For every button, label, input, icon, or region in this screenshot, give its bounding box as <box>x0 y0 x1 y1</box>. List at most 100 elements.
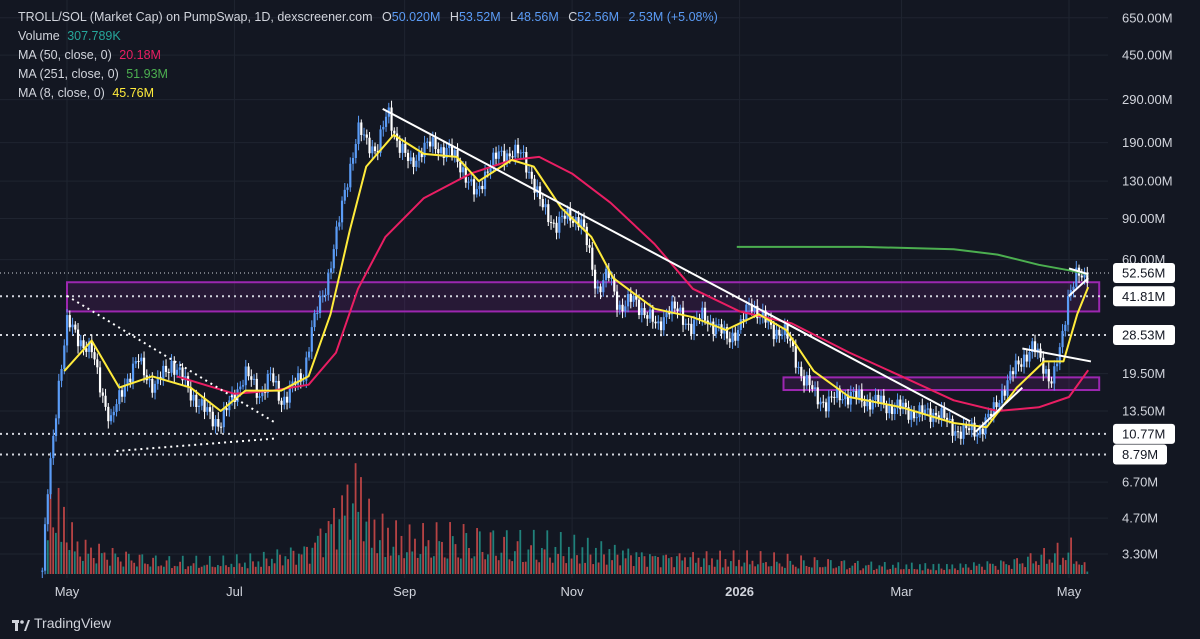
candle-body <box>802 376 806 386</box>
candle-body <box>555 222 558 233</box>
candle-body <box>962 424 965 439</box>
volume-bar <box>106 559 109 574</box>
y-axis-tick-label: 90.00M <box>1122 211 1165 226</box>
trendline <box>974 386 1024 433</box>
candle-body <box>1055 363 1059 367</box>
candle-body <box>82 340 85 349</box>
volume-bar <box>667 558 670 574</box>
volume-bar <box>827 559 829 574</box>
volume-bar <box>319 528 322 574</box>
volume-bar <box>76 541 79 574</box>
chart-title: TROLL/SOL (Market Cap) on PumpSwap, 1D, … <box>18 10 373 24</box>
candle-body <box>428 141 432 147</box>
candle-body <box>206 407 209 412</box>
candle-body <box>505 153 509 164</box>
price-tag-box <box>1113 423 1175 444</box>
volume-bar <box>719 550 721 574</box>
candle-body <box>489 167 492 173</box>
candle-body <box>901 402 905 410</box>
volume-bar <box>349 539 352 574</box>
candle-body <box>775 329 778 340</box>
volume-bar <box>362 541 365 574</box>
volume-bar <box>943 569 946 574</box>
candle-body <box>299 373 302 382</box>
legend-volume-row: Volume 307.789K <box>18 27 718 46</box>
volume-bar <box>549 557 551 574</box>
volume-bar <box>443 557 446 574</box>
volume-bar <box>446 558 449 574</box>
volume-bar <box>800 555 802 574</box>
candle-body <box>890 404 894 414</box>
volume-bar <box>181 555 184 574</box>
volume-bar <box>157 566 160 574</box>
candle-body <box>984 417 987 435</box>
volume-bar <box>759 551 762 574</box>
volume-bar <box>516 541 519 574</box>
volume-bar <box>775 561 778 574</box>
volume-bar <box>233 567 235 574</box>
candle-body <box>591 247 594 270</box>
candle-body <box>60 368 63 381</box>
candle-body <box>285 396 289 403</box>
volume-bar <box>651 556 654 574</box>
volume-bar <box>484 559 487 574</box>
volume-bar <box>52 527 55 574</box>
candle-body <box>68 315 71 328</box>
volume-bar <box>597 562 600 574</box>
volume-bar <box>311 547 314 574</box>
candle-body <box>1083 272 1086 278</box>
candle-body <box>673 301 676 309</box>
volume-bar <box>897 562 900 574</box>
tradingview-brand[interactable]: TradingView <box>12 615 111 631</box>
candle-body <box>1033 341 1037 353</box>
volume-bar <box>1018 563 1021 574</box>
candle-body <box>987 413 990 418</box>
volume-bar <box>918 564 921 574</box>
candle-body <box>714 324 718 335</box>
candle-body <box>283 396 286 405</box>
volume-bar <box>646 566 649 574</box>
volume-bar <box>79 556 82 574</box>
volume-bar <box>135 566 138 574</box>
volume-bar <box>98 543 100 574</box>
volume-bar <box>176 566 179 574</box>
volume-bar <box>497 560 500 574</box>
candle-body <box>833 396 836 398</box>
volume-bar <box>1016 558 1018 574</box>
candle-body <box>409 157 412 161</box>
candle-body <box>626 294 630 307</box>
candle-body <box>272 373 275 383</box>
candle-body <box>954 431 957 436</box>
volume-bar <box>408 524 411 574</box>
volume-bar <box>149 566 152 574</box>
candle-body <box>241 385 245 387</box>
volume-bar <box>189 565 192 574</box>
trendline <box>1068 267 1089 276</box>
volume-bar <box>54 532 57 574</box>
candle-body <box>318 296 322 314</box>
volume-bar <box>754 566 757 574</box>
volume-bar <box>956 570 959 574</box>
candle-body <box>316 313 319 315</box>
volume-bar <box>46 540 49 574</box>
candle-body <box>390 107 393 131</box>
candle-body <box>734 332 737 341</box>
volume-bar <box>581 547 584 574</box>
volume-bar <box>1083 562 1086 574</box>
volume-bar <box>927 568 929 574</box>
candle-body <box>915 417 918 419</box>
candle-body <box>1014 360 1017 375</box>
candle-body <box>233 393 236 402</box>
volume-bar <box>678 553 681 574</box>
candle-body <box>563 215 566 219</box>
candle-body <box>197 405 201 408</box>
volume-bar <box>414 538 416 574</box>
volume-bar <box>1072 563 1075 574</box>
volume-bar <box>1013 559 1016 574</box>
candle-body <box>365 134 368 138</box>
volume-bar <box>430 557 433 574</box>
volume-bar <box>389 555 392 574</box>
candle-body <box>1050 381 1053 384</box>
candle-body <box>824 402 828 412</box>
